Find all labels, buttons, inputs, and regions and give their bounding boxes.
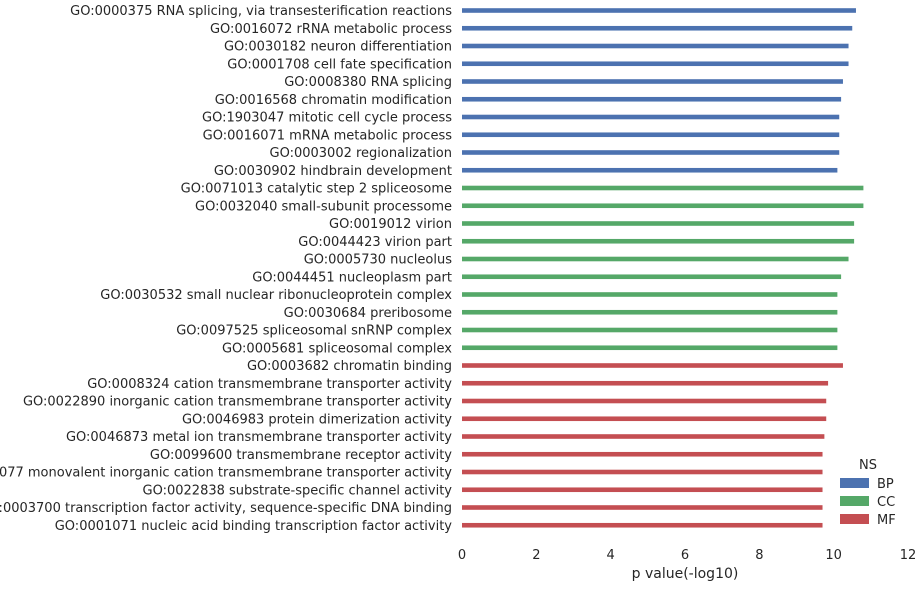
bar-mf-5	[462, 451, 823, 457]
bar-bp-2	[462, 43, 849, 49]
category-label: GO:0008380 RNA splicing	[284, 75, 452, 90]
category-label: GO:0046873 metal ion transmembrane trans…	[66, 430, 452, 445]
x-tick-label: 10	[825, 548, 842, 563]
legend: NS BP CC MF	[840, 458, 896, 528]
bar-mf-0	[462, 363, 843, 368]
category-label: GO:0030902 hindbrain development	[214, 164, 452, 179]
bar-cc-6	[462, 292, 838, 297]
bar-mf-2	[462, 398, 827, 404]
bar-bp-1	[462, 25, 853, 31]
category-label: GO:0003682 chromatin binding	[247, 359, 452, 374]
category-label: GO:0030532 small nuclear ribonucleoprote…	[100, 288, 452, 303]
category-label: GO:0099600 transmembrane receptor activi…	[150, 448, 452, 463]
category-label: GO:0046983 protein dimerization activity	[182, 412, 452, 427]
category-label: GO:0022890 inorganic cation transmembran…	[23, 395, 452, 410]
bar-mf-6	[462, 469, 823, 475]
bars-layer	[462, 8, 864, 528]
bar-mf-3	[462, 416, 827, 422]
category-label: GO:0022838 substrate-specific channel ac…	[143, 483, 453, 498]
bar-mf-8	[462, 505, 823, 510]
bar-mf-7	[462, 487, 823, 493]
category-labels: GO:0000375 RNA splicing, via transesteri…	[0, 4, 452, 534]
category-label: GO:0044451 nucleoplasm part	[252, 270, 452, 285]
bar-bp-3	[462, 61, 849, 67]
x-tick-label: 6	[681, 548, 689, 563]
bar-cc-8	[462, 327, 838, 333]
bar-bp-9	[462, 167, 838, 173]
legend-label-bp: BP	[877, 477, 894, 492]
x-tick-label: 0	[458, 548, 466, 563]
bar-bp-5	[462, 96, 842, 102]
bar-bp-4	[462, 79, 843, 84]
category-label: GO:0071013 catalytic step 2 spliceosome	[181, 182, 452, 197]
bar-bp-0	[462, 8, 856, 13]
bar-cc-0	[462, 185, 864, 191]
x-tick-label: 4	[607, 548, 615, 563]
x-tick-label: 12	[900, 548, 917, 563]
x-tick-label: 8	[755, 548, 763, 563]
category-label: GO:0005681 spliceosomal complex	[222, 341, 452, 356]
bar-cc-1	[462, 203, 864, 209]
bar-cc-2	[462, 221, 855, 226]
category-label: GO:0015077 monovalent inorganic cation t…	[0, 466, 452, 481]
category-label: GO:0005730 nucleolus	[304, 253, 453, 268]
category-label: GO:0019012 virion	[329, 217, 452, 232]
bar-mf-4	[462, 434, 825, 439]
bar-mf-1	[462, 380, 829, 386]
legend-swatch-bp	[840, 478, 869, 488]
category-label: GO:0044423 virion part	[298, 235, 452, 250]
bar-mf-9	[462, 522, 823, 528]
x-axis-label: p value(-log10)	[632, 566, 739, 582]
bar-bp-7	[462, 132, 840, 138]
bar-cc-9	[462, 345, 838, 351]
category-label: GO:0016072 rRNA metabolic process	[210, 22, 452, 37]
category-label: GO:0003002 regionalization	[270, 146, 452, 161]
legend-title: NS	[859, 458, 877, 473]
x-tick-label: 2	[532, 548, 540, 563]
legend-swatch-cc	[840, 496, 869, 506]
bar-cc-5	[462, 274, 842, 280]
bar-bp-8	[462, 150, 840, 155]
category-label: GO:1903047 mitotic cell cycle process	[202, 111, 452, 126]
bar-cc-7	[462, 309, 838, 315]
category-label: GO:0016568 chromatin modification	[215, 93, 452, 108]
category-label: GO:0008324 cation transmembrane transpor…	[87, 377, 452, 392]
bar-cc-3	[462, 238, 855, 244]
category-label: GO:0032040 small-subunit processome	[195, 199, 452, 214]
legend-swatch-mf	[840, 514, 869, 524]
category-label: GO:0016071 mRNA metabolic process	[203, 128, 453, 143]
bar-cc-4	[462, 256, 849, 262]
category-label: GO:0001708 cell fate specification	[227, 57, 452, 72]
bar-bp-6	[462, 114, 840, 120]
category-label: GO:0001071 nucleic acid binding transcri…	[55, 519, 453, 534]
category-label: GO:0097525 spliceosomal snRNP complex	[176, 324, 452, 339]
legend-label-mf: MF	[877, 513, 896, 528]
legend-items: BP CC MF	[840, 477, 896, 528]
legend-label-cc: CC	[877, 495, 895, 510]
category-label: GO:0030684 preribosome	[284, 306, 452, 321]
x-axis-ticks: 0 2 4 6 8 10 12	[458, 548, 916, 563]
category-label: GO:0000375 RNA splicing, via transesteri…	[70, 4, 452, 19]
category-label: GO:0003700 transcription factor activity…	[0, 501, 452, 516]
category-label: GO:0030182 neuron differentiation	[224, 40, 452, 55]
